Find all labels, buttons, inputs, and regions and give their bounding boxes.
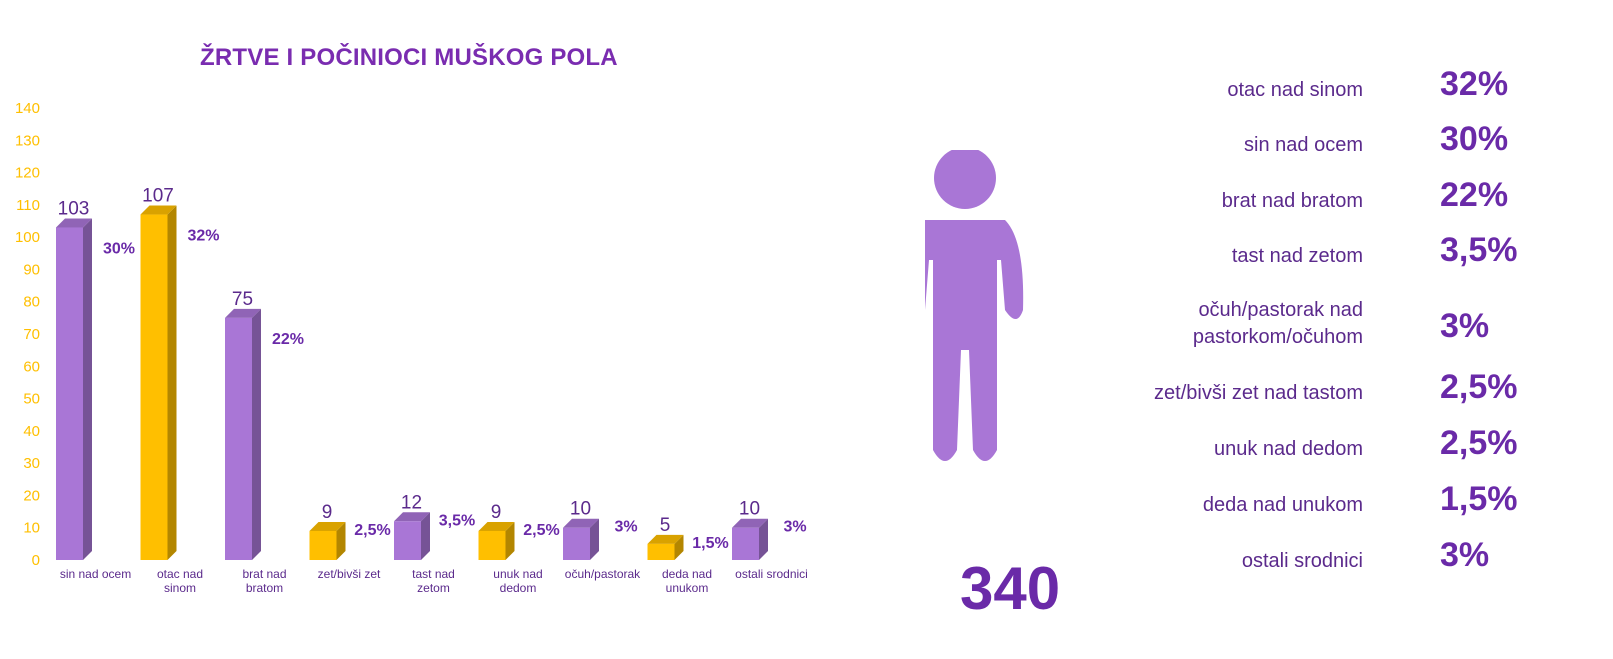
x-tick-label: ostali srodnici <box>735 567 808 581</box>
legend-item-label: brat nad bratom <box>1221 190 1363 212</box>
bar <box>478 530 506 560</box>
y-tick-label: 20 <box>23 487 40 504</box>
bar-side <box>336 521 346 560</box>
bar-top <box>56 218 92 228</box>
bar-value-label: 9 <box>491 502 502 523</box>
bar-side <box>252 308 261 560</box>
bar-value-label: 103 <box>58 198 90 219</box>
y-tick-label: 80 <box>23 294 40 311</box>
bar-percent-label: 32% <box>187 228 219 245</box>
x-tick-label: zetom <box>417 581 450 595</box>
bar <box>647 543 675 560</box>
y-tick-label: 130 <box>15 132 40 149</box>
bar-percent-label: 3% <box>614 519 637 536</box>
legend-item-value: 1,5% <box>1440 480 1518 518</box>
y-tick-label: 110 <box>16 197 40 214</box>
bar-top <box>478 521 515 531</box>
bar-top <box>563 518 599 528</box>
y-tick-label: 100 <box>15 229 40 246</box>
x-tick-label: sinom <box>164 581 196 595</box>
bar <box>56 227 83 560</box>
y-tick-label: 0 <box>32 552 40 569</box>
bar <box>732 527 759 560</box>
y-tick-label: 60 <box>23 358 40 375</box>
bar-percent-label: 1,5% <box>692 535 728 552</box>
x-tick-label: zet/bivši zet <box>318 567 381 581</box>
legend-item-label: očuh/pastorak nad pastorkom/očuhom <box>1192 299 1363 348</box>
bar-side <box>590 518 599 560</box>
bar <box>563 527 590 560</box>
y-tick-label: 10 <box>23 520 40 537</box>
bar-top <box>732 518 768 528</box>
bar-percent-label: 22% <box>272 331 304 348</box>
bar-percent-label: 3,5% <box>439 512 475 529</box>
bar-top <box>394 512 430 522</box>
bar-side <box>505 521 515 560</box>
chart-title: ŽRTVE I POČINIOCI MUŠKOG POLA <box>200 44 618 71</box>
x-tick-label: brat nad <box>242 567 286 581</box>
legend-item-value: 3,5% <box>1440 231 1518 269</box>
legend-item-label: zet/bivši zet nad tastom <box>1154 382 1363 404</box>
x-tick-label: očuh/pastorak <box>565 567 641 581</box>
bar-top <box>309 521 346 531</box>
y-tick-label: 70 <box>23 326 40 343</box>
bar-percent-label: 3% <box>783 519 806 536</box>
bar-percent-label: 2,5% <box>354 522 390 539</box>
legend-item-label: unuk nad dedom <box>1213 438 1363 460</box>
bar-top <box>140 205 177 215</box>
bar-value-label: 10 <box>570 499 591 520</box>
y-tick-label: 30 <box>23 455 40 472</box>
bar-value-label: 10 <box>739 499 760 520</box>
bar-percent-label: 2,5% <box>523 522 559 539</box>
x-tick-label: bratom <box>246 581 283 595</box>
legend-item-label: deda nad unukom <box>1202 494 1363 516</box>
bar-value-label: 107 <box>142 186 174 207</box>
legend-item-value: 22% <box>1440 176 1509 214</box>
legend-item-value: 30% <box>1440 120 1509 158</box>
y-tick-label: 90 <box>23 261 40 278</box>
legend-item-value: 2,5% <box>1440 368 1518 406</box>
y-tick-label: 40 <box>23 423 40 440</box>
legend-item-value: 3% <box>1440 307 1490 345</box>
bar-top <box>647 534 684 544</box>
x-tick-label: dedom <box>500 581 537 595</box>
total-count: 340 <box>960 555 1061 622</box>
bar <box>225 317 252 560</box>
bar-side <box>759 518 768 560</box>
legend-item-label: otac nad sinom <box>1227 79 1363 101</box>
bar <box>394 521 421 560</box>
y-tick-label: 50 <box>23 391 40 408</box>
x-tick-label: tast nad <box>412 567 455 581</box>
legend-item-value: 2,5% <box>1440 424 1518 462</box>
y-tick-label: 140 <box>15 100 40 117</box>
legend-item-label: sin nad ocem <box>1244 134 1363 156</box>
bar-percent-label: 30% <box>103 240 135 257</box>
bar-value-label: 9 <box>322 502 333 523</box>
male-person-icon <box>925 150 1024 461</box>
x-tick-label: unuk nad <box>493 567 542 581</box>
legend-item-value: 3% <box>1440 536 1490 574</box>
x-tick-label: deda nad <box>662 567 712 581</box>
bar-side <box>674 534 684 560</box>
legend-item-label: tast nad zetom <box>1231 245 1363 267</box>
bar-side <box>83 218 92 560</box>
bar <box>309 530 337 560</box>
x-tick-label: sin nad ocem <box>60 567 131 581</box>
x-tick-label: unukom <box>666 581 709 595</box>
y-tick-label: 120 <box>15 165 40 182</box>
bar-chart: 0 10 20 30 40 50 60 70 80 90 100 110 120 130 140 103 30%… <box>15 100 808 595</box>
bar-side <box>167 205 177 561</box>
bar-value-label: 5 <box>660 515 671 536</box>
bar-value-label: 75 <box>232 289 253 310</box>
legend-item-value: 32% <box>1440 65 1509 103</box>
bar-value-label: 12 <box>401 492 422 513</box>
x-tick-label: otac nad <box>157 567 203 581</box>
bar-side <box>421 512 430 560</box>
bar <box>140 214 168 561</box>
legend-item-label: ostali srodnici <box>1241 550 1363 572</box>
bar-top <box>225 308 261 318</box>
